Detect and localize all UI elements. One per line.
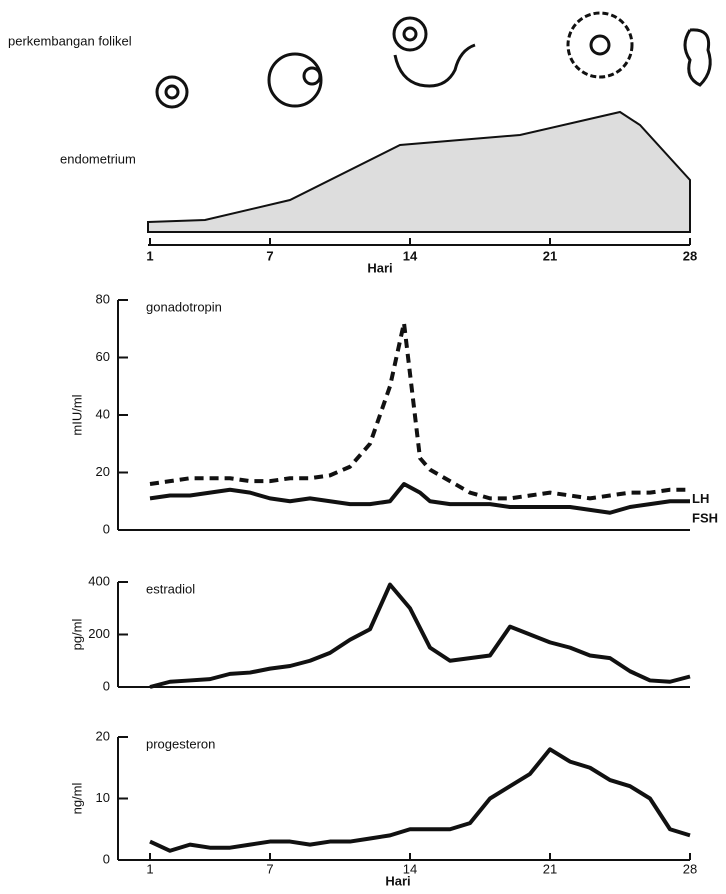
y-tick-label: 60 [96,349,110,364]
x-axis-label: Hari [385,873,410,888]
y-tick-label: 80 [96,291,110,306]
chart-title: progesteron [146,736,215,751]
day-tick-label: 21 [543,248,557,263]
y-tick-label: 10 [96,790,110,805]
y-tick-label: 0 [103,521,110,536]
chart-title: gonadotropin [146,299,222,314]
y-axis-label: ng/ml [69,782,84,814]
x-tick-label: 7 [266,861,273,876]
data-line [150,585,690,687]
x-tick-label: 1 [146,861,153,876]
y-axis-label: pg/ml [69,618,84,650]
y-tick-label: 40 [96,406,110,421]
day-axis-label: Hari [367,260,392,275]
y-tick-label: 20 [96,728,110,743]
endometrium-label: endometrium [60,151,136,166]
data-line [150,484,690,513]
y-tick-label: 200 [88,626,110,641]
y-tick-label: 400 [88,573,110,588]
day-tick-label: 7 [266,248,273,263]
chart-title: estradiol [146,581,195,596]
y-axis-label: mIU/ml [69,394,84,435]
follicle-drawings [157,13,710,107]
day-tick-label: 14 [403,248,418,263]
x-tick-label: 21 [543,861,557,876]
endometrium-drawing [148,112,690,232]
series-label: FSH [692,511,718,526]
follicle-label: perkembangan folikel [8,33,132,48]
data-line [150,323,690,498]
y-tick-label: 20 [96,464,110,479]
x-tick-label: 28 [683,861,697,876]
day-tick-label: 1 [146,248,153,263]
y-tick-label: 0 [103,851,110,866]
series-label: LH [692,491,709,506]
day-tick-label: 28 [683,248,697,263]
y-tick-label: 0 [103,678,110,693]
figure: perkembangan folikel endometrium 1 7 14 21 2… [0,0,726,894]
data-line [150,749,690,850]
